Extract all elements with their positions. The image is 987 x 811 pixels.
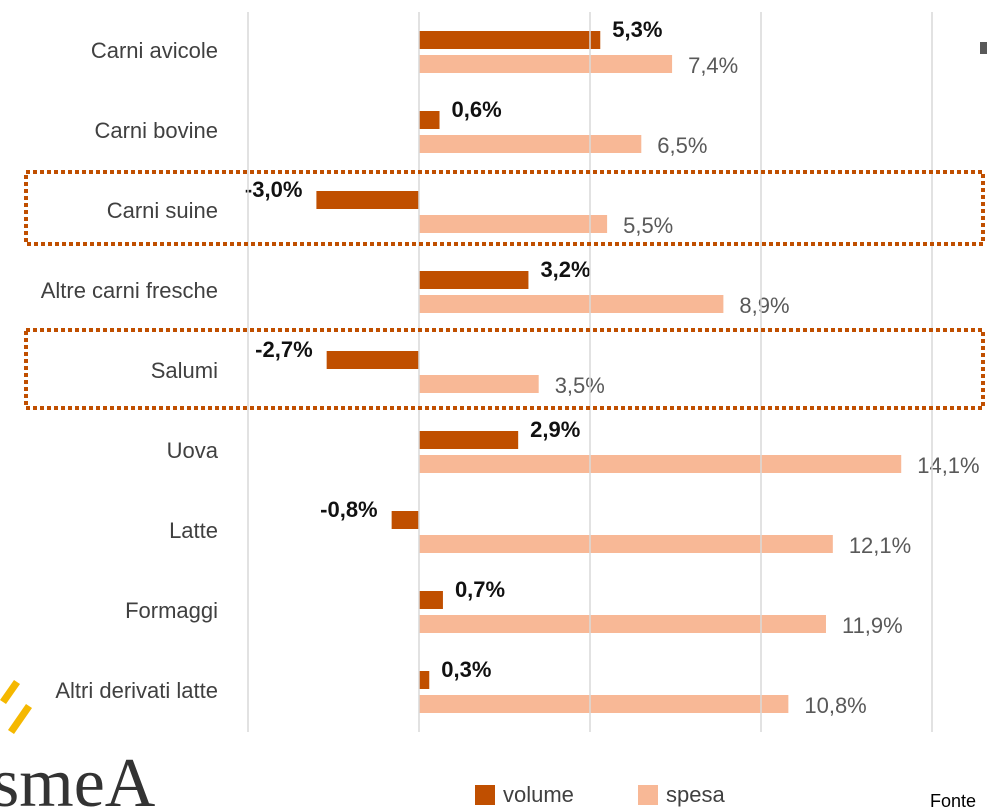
value-label: 2,9% [530,417,580,442]
category-label: Uova [167,438,219,463]
value-label: 5,3% [612,17,662,42]
value-label: 5,5% [623,213,673,238]
category-label: Carni avicole [91,38,218,63]
bar [419,591,443,609]
bar [419,111,440,129]
highlight-box [24,328,985,410]
bar [419,615,826,633]
category-label: Salumi [151,358,218,383]
value-label: 3,2% [540,257,590,282]
highlight-box [24,170,985,246]
category-label: Carni suine [107,198,218,223]
value-label: 0,6% [452,97,502,122]
value-label: 7,4% [688,53,738,78]
bar [419,695,789,713]
value-label: 0,3% [441,657,491,682]
category-label: Formaggi [125,598,218,623]
bar [419,31,601,49]
value-label: 0,7% [455,577,505,602]
value-label: 12,1% [849,533,911,558]
bar [419,215,608,233]
legend-swatch [475,785,495,805]
category-label: Latte [169,518,218,543]
bar [326,351,419,369]
value-label: 14,1% [917,453,979,478]
bar [419,271,529,289]
value-label: 3,5% [555,373,605,398]
bar [419,535,833,553]
value-label: -3,0% [245,177,302,202]
category-label: Carni bovine [94,118,218,143]
legend-fragment [980,42,987,54]
bar [419,135,642,153]
bar [316,191,419,209]
value-label: -2,7% [255,337,312,362]
value-label: 6,5% [657,133,707,158]
bar [419,295,724,313]
value-label: 8,9% [739,293,789,318]
source: Fonte [930,791,976,811]
value-label: 10,8% [804,693,866,718]
bar [419,455,902,473]
legend-swatch [638,785,658,805]
bar [419,671,430,689]
legend-label: spesa [666,782,725,807]
category-label: Altri derivati latte [55,678,218,703]
bar [419,55,673,73]
logo-mark [0,680,32,734]
bar [391,511,419,529]
bar [419,431,519,449]
value-label: -0,8% [320,497,377,522]
logo: smeA [0,745,156,811]
value-label: 11,9% [842,613,903,638]
category-label: Altre carni fresche [41,278,218,303]
legend-label: volume [503,782,574,807]
bar [419,375,539,393]
